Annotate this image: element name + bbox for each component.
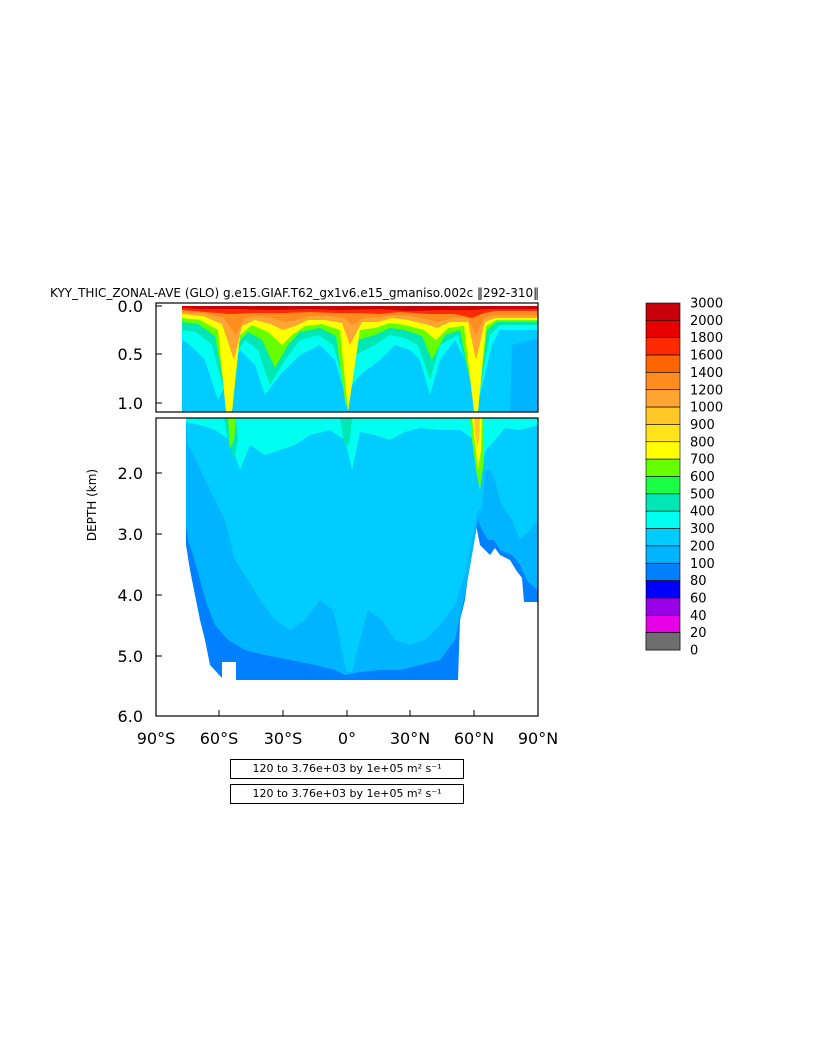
colorbar-label: 300 <box>690 522 715 537</box>
x-tick-label: 60°N <box>454 729 494 748</box>
colorbar-label: 2000 <box>690 314 723 329</box>
x-tick-label: 0° <box>338 729 356 748</box>
colorbar-swatch <box>645 337 681 356</box>
y-axis-label: DEPTH (km) <box>85 468 100 542</box>
colorbar-label: 1800 <box>690 331 723 346</box>
x-tick-label: 90°N <box>518 729 558 748</box>
colorbar-swatch <box>645 320 681 339</box>
colorbar-label: 600 <box>690 470 715 485</box>
colorbar-swatch <box>645 458 681 477</box>
colorbar-label: 1600 <box>690 349 723 364</box>
colorbar-swatch <box>645 372 681 391</box>
colorbar-swatch <box>645 528 681 547</box>
colorbar-label: 100 <box>690 557 715 572</box>
colorbar-label: 400 <box>690 505 715 520</box>
colorbar-swatch <box>645 632 681 651</box>
colorbar-label: 800 <box>690 435 715 450</box>
colorbar-swatch <box>645 597 681 616</box>
y-tick-label: 4.0 <box>118 586 143 605</box>
x-tick-label: 30°S <box>264 729 303 748</box>
colorbar-swatch <box>645 441 681 460</box>
colorbar-label: 0 <box>690 644 698 659</box>
colorbar-swatch <box>645 354 681 373</box>
colorbar-swatch <box>645 562 681 581</box>
colorbar-swatch <box>645 614 681 633</box>
colorbar-label: 20 <box>690 626 707 641</box>
colorbar-label: 1400 <box>690 366 723 381</box>
colorbar-label: 900 <box>690 418 715 433</box>
colorbar-swatch <box>645 493 681 512</box>
colorbar-label: 1000 <box>690 401 723 416</box>
colorbar-swatch <box>645 302 681 321</box>
plot-title: KYY_THIC_ZONAL-AVE (GLO) g.e15.GIAF.T62_… <box>50 286 540 300</box>
y-tick-label: 0.5 <box>118 345 143 364</box>
colorbar-swatch <box>645 580 681 599</box>
bottom-panel <box>155 417 539 717</box>
top-panel <box>155 302 539 413</box>
colorbar-label: 40 <box>690 609 707 624</box>
x-axis: 90°S 60°S 30°S 0° 30°N 60°N 90°N <box>137 710 558 748</box>
colorbar: 3000200018001600140012001000900800700600… <box>645 297 723 659</box>
y-tick-label: 1.0 <box>118 394 143 413</box>
colorbar-label: 80 <box>690 574 707 589</box>
x-tick-label: 90°S <box>137 729 176 748</box>
x-tick-label: 60°S <box>200 729 239 748</box>
y-tick-label: 3.0 <box>118 525 143 544</box>
colorbar-swatch <box>645 406 681 425</box>
colorbar-label: 500 <box>690 487 715 502</box>
colorbar-label: 3000 <box>690 297 723 312</box>
colorbar-label: 1200 <box>690 383 723 398</box>
y-tick-label: 0.0 <box>118 297 143 316</box>
colorbar-swatch <box>645 389 681 408</box>
colorbar-label: 200 <box>690 539 715 554</box>
y-tick-label: 6.0 <box>118 707 143 726</box>
colorbar-label: 60 <box>690 591 707 606</box>
colorbar-swatch <box>645 545 681 564</box>
colorbar-swatch <box>645 424 681 443</box>
y-axis: 0.0 0.5 1.0 2.0 3.0 4.0 5.0 6.0 <box>118 297 162 726</box>
y-tick-label: 5.0 <box>118 647 143 666</box>
contour-info-box: 120 to 3.76e+03 by 1e+05 m² s⁻¹ <box>230 784 464 804</box>
colorbar-swatch <box>645 476 681 495</box>
y-tick-label: 2.0 <box>118 464 143 483</box>
colorbar-swatch <box>645 510 681 529</box>
colorbar-label: 700 <box>690 453 715 468</box>
x-tick-label: 30°N <box>390 729 430 748</box>
contour-info-box: 120 to 3.76e+03 by 1e+05 m² s⁻¹ <box>230 759 464 779</box>
